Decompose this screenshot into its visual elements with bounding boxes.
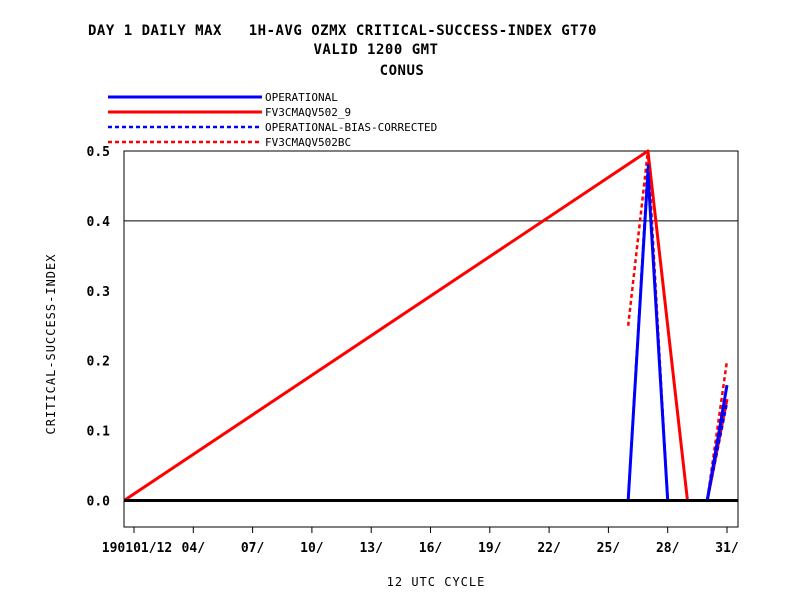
series-layer — [123, 149, 738, 502]
y-tick-label: 0.0 — [87, 495, 111, 510]
y-tick-label: 0.5 — [87, 145, 110, 160]
x-tick-label: 10/ — [300, 541, 324, 556]
x-tick-label: 07/ — [241, 541, 265, 556]
series-line-fv3cmaqv502bc — [626, 149, 729, 502]
legend: OPERATIONAL FV3CMAQV502_9 OPERATIONAL-BIAS… — [108, 91, 437, 149]
legend-label: OPERATIONAL — [265, 91, 338, 104]
x-tick-label: 28/ — [656, 541, 680, 556]
x-tick-label: 25/ — [597, 541, 621, 556]
chart-subtitle-region: CONUS — [380, 63, 425, 79]
y-tick-label: 0.1 — [87, 425, 111, 440]
y-axis-ticks: 0.0 0.1 0.2 0.3 0.4 0.5 — [87, 145, 111, 510]
y-axis-label: CRITICAL-SUCCESS-INDEX — [44, 254, 58, 435]
chart-title: DAY 1 DAILY MAX 1H-AVG OZMX CRITICAL-SUC… — [88, 23, 597, 39]
legend-label: FV3CMAQV502BC — [265, 136, 351, 149]
x-tick-label: 190101/12 — [102, 541, 172, 556]
legend-label: OPERATIONAL-BIAS-CORRECTED — [265, 121, 437, 134]
x-tick-label: 04/ — [182, 541, 206, 556]
series-line-operational-bias-corrected — [124, 163, 729, 502]
y-tick-label: 0.3 — [87, 285, 110, 300]
x-tick-label: 19/ — [478, 541, 502, 556]
legend-label: FV3CMAQV502_9 — [265, 106, 351, 119]
y-tick-label: 0.2 — [87, 355, 110, 370]
x-tick-label: 13/ — [359, 541, 383, 556]
y-tick-label: 0.4 — [87, 215, 111, 230]
chart-subtitle-valid: VALID 1200 GMT — [313, 42, 438, 58]
x-axis-label: 12 UTC CYCLE — [387, 575, 486, 589]
series-line-fv3cmaqv502-9 — [123, 149, 729, 502]
x-axis-ticks: 190101/12 04/07/10/13/16/19/22/25/28/31/ — [102, 527, 739, 556]
x-tick-label: 22/ — [537, 541, 561, 556]
x-tick-label: 31/ — [715, 541, 739, 556]
x-tick-label: 16/ — [419, 541, 443, 556]
